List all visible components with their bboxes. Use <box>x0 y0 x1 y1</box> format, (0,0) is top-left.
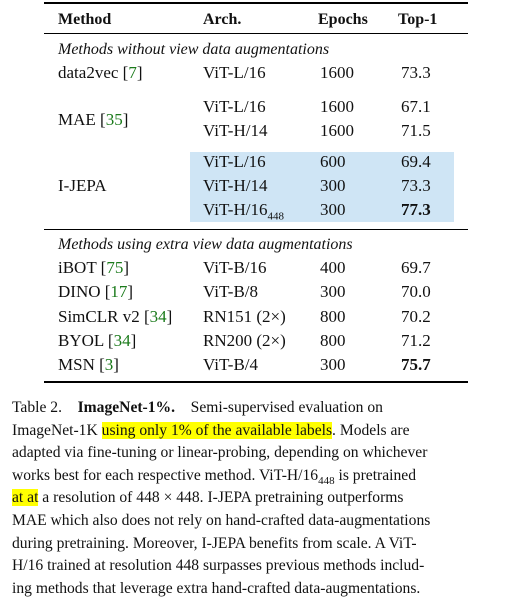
header-rule <box>44 33 468 34</box>
table-cell-top1: 73.3 <box>401 176 431 195</box>
table-caption: Table 2. ImageNet-1%. Semi-supervised ev… <box>12 397 500 600</box>
table-cell-epochs: 800 <box>320 307 346 326</box>
table-cell-top1: 70.2 <box>401 307 431 326</box>
caption-subscript: 448 <box>318 474 335 487</box>
table-cell-arch: ViT-B/8 <box>203 282 259 301</box>
citation-link[interactable]: 7 <box>128 63 137 82</box>
table-cell-arch: ViT-L/16 <box>203 152 266 171</box>
table-cell-top1: 77.3 <box>401 200 431 219</box>
header-epochs: Epochs <box>318 11 368 28</box>
ijepa-highlight <box>190 152 454 222</box>
table-cell-top1: 69.7 <box>401 258 431 277</box>
header-arch: Arch. <box>203 11 242 28</box>
table-cell-method: MAE [35] <box>58 110 129 129</box>
table-cell-method: DINO [17] <box>58 282 134 301</box>
caption-highlight: at at <box>12 489 39 507</box>
table-cell-arch: ViT-B/4 <box>203 355 259 374</box>
top-rule <box>44 2 468 4</box>
table-cell-epochs: 400 <box>320 258 346 277</box>
citation-link[interactable]: 75 <box>106 258 124 277</box>
table-cell-arch: RN151 (2×) <box>203 307 286 326</box>
caption-label: Table 2. <box>12 399 63 416</box>
table-cell-epochs: 300 <box>320 200 346 219</box>
header-method: Method <box>58 11 112 28</box>
citation-link[interactable]: 35 <box>105 110 123 129</box>
caption-text: works best for each respective method. V… <box>12 466 319 484</box>
citation-link[interactable]: 34 <box>113 331 131 350</box>
table-cell-method: MSN [3] <box>58 355 119 374</box>
caption-text: ImageNet-1K <box>12 421 102 439</box>
caption-text: Semi-supervised evaluation on <box>190 399 383 416</box>
table-cell-epochs: 300 <box>320 355 346 374</box>
caption-text: is pretrained <box>334 466 417 484</box>
caption-text: H/16 trained at resolution 448 surpasses… <box>12 557 425 575</box>
table-cell-top1: 71.2 <box>401 331 431 350</box>
caption-text: during pretraining. Moreover, I-JEPA ben… <box>12 534 417 552</box>
table-cell-top1: 73.3 <box>401 63 431 82</box>
caption-text: MAE which also does not rely on hand-cra… <box>12 511 431 529</box>
bottom-rule <box>44 381 468 383</box>
caption-highlight: using only 1% of the available labels <box>101 421 333 439</box>
table-cell-arch: ViT-B/16 <box>203 258 267 277</box>
table-cell-method: data2vec [7] <box>58 63 143 82</box>
table-cell-method: iBOT [75] <box>58 258 130 277</box>
table-cell-epochs: 1600 <box>320 97 354 116</box>
table-cell-epochs: 1600 <box>320 63 354 82</box>
caption-text: . Models are <box>332 421 410 439</box>
caption-text: adapted via fine-tuning or linear-probin… <box>12 444 428 462</box>
table-cell-method: BYOL [34] <box>58 331 137 350</box>
caption-title: ImageNet-1%. <box>77 399 176 416</box>
citation-link[interactable]: 34 <box>149 307 167 326</box>
table-cell-epochs: 1600 <box>320 121 354 140</box>
table-cell-epochs: 800 <box>320 331 346 350</box>
table-cell-arch: ViT-H/14 <box>203 176 268 195</box>
table-cell-arch: RN200 (2×) <box>203 331 286 350</box>
table-cell-top1: 67.1 <box>401 97 431 116</box>
table-cell-top1: 71.5 <box>401 121 431 140</box>
table-cell-arch: ViT-L/16 <box>203 63 266 82</box>
table-cell-epochs: 300 <box>320 282 346 301</box>
table-cell-arch: ViT-H/14 <box>203 121 268 140</box>
table-cell-top1: 75.7 <box>401 355 431 374</box>
citation-link[interactable]: 17 <box>110 282 128 301</box>
table-cell-epochs: 300 <box>320 176 346 195</box>
table-cell-method: SimCLR v2 [34] <box>58 307 173 326</box>
header-top1: Top-1 <box>398 11 438 28</box>
table-cell-top1: 70.0 <box>401 282 431 301</box>
table-cell-epochs: 600 <box>320 152 346 171</box>
table-cell-top1: 69.4 <box>401 152 431 171</box>
section-title: Methods without view data augmentations <box>58 41 330 58</box>
table-cell-arch: ViT-H/16448 <box>203 200 284 223</box>
caption-text: ing methods that leverage extra hand-cra… <box>12 579 421 597</box>
citation-link[interactable]: 3 <box>104 355 114 374</box>
section-title: Methods using extra view data augmentati… <box>58 236 353 253</box>
table-cell-arch: ViT-L/16 <box>203 97 266 116</box>
section-rule <box>44 229 468 230</box>
table-cell-method: I-JEPA <box>58 176 107 195</box>
caption-text: a resolution of 448 × 448. I-JEPA pretra… <box>38 489 404 507</box>
